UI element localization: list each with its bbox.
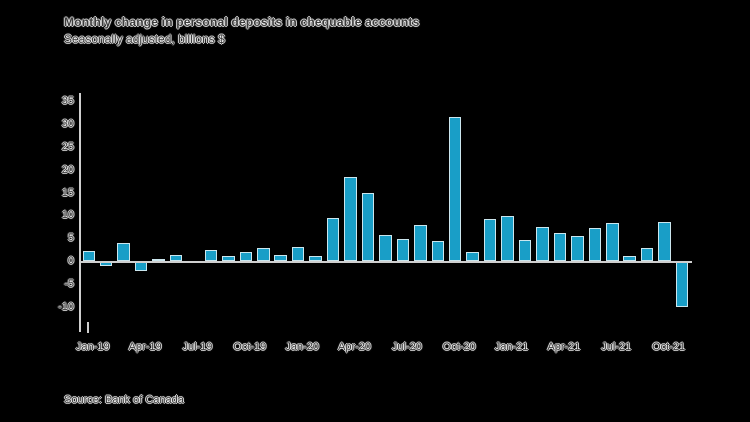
y-tick-label-0: 0 bbox=[67, 255, 74, 267]
bar-Sep-20 bbox=[431, 241, 444, 262]
bar-Aug-20 bbox=[414, 224, 427, 262]
bar-Mar-20 bbox=[326, 217, 340, 262]
bar-May-20 bbox=[361, 193, 375, 262]
x-tick-label-Apr-19: Apr-19 bbox=[128, 341, 162, 353]
zero-baseline bbox=[79, 261, 692, 263]
y-tick-label--10: -10 bbox=[58, 300, 74, 313]
bar-Nov-19 bbox=[257, 247, 270, 262]
bar-Jan-21 bbox=[501, 216, 514, 262]
bar-Jul-21 bbox=[606, 222, 619, 262]
bar-Dec-20 bbox=[483, 219, 497, 262]
x-tick-label-Jan-19: Jan-19 bbox=[75, 341, 110, 353]
y-tick-label-25: 25 bbox=[61, 140, 74, 153]
y-tick-label-30: 30 bbox=[61, 118, 74, 131]
y-tick-label-15: 15 bbox=[61, 186, 74, 199]
bar-May-21 bbox=[571, 235, 584, 262]
bar-Sep-21 bbox=[640, 247, 654, 262]
x-tick-label-Jul-21: Jul-21 bbox=[601, 341, 632, 353]
chart-title: Monthly change in personal deposits in c… bbox=[64, 15, 420, 29]
bar-Jul-20 bbox=[396, 239, 410, 262]
x-tick-label-Oct-19: Oct-19 bbox=[233, 341, 267, 353]
bar-Oct-20 bbox=[448, 116, 462, 262]
x-tick-label-Jul-19: Jul-19 bbox=[182, 341, 213, 353]
bar-May-19 bbox=[152, 259, 165, 262]
x-tick-label-Jul-20: Jul-20 bbox=[391, 341, 422, 353]
bar-Aug-21 bbox=[623, 256, 636, 262]
bar-Apr-20 bbox=[344, 177, 357, 262]
bar-Oct-21 bbox=[658, 221, 671, 262]
x-tick-label-Jan-21: Jan-21 bbox=[494, 341, 529, 353]
bar-Jun-19 bbox=[169, 254, 183, 262]
x-axis-tick bbox=[87, 322, 89, 333]
bar-Jun-21 bbox=[588, 227, 602, 262]
bar-Mar-19 bbox=[117, 243, 130, 262]
bar-Feb-21 bbox=[518, 240, 532, 262]
x-tick-label-Apr-20: Apr-20 bbox=[337, 341, 372, 353]
x-tick-label-Jan-20: Jan-20 bbox=[285, 341, 319, 353]
bar-Nov-21 bbox=[675, 261, 689, 308]
bar-Aug-19 bbox=[204, 250, 218, 262]
y-tick-label-5: 5 bbox=[67, 232, 74, 245]
y-axis-line bbox=[79, 93, 81, 332]
y-tick-label-35: 35 bbox=[61, 95, 74, 108]
bar-Feb-20 bbox=[309, 256, 322, 262]
y-tick-label-10: 10 bbox=[61, 209, 74, 222]
y-tick-label--5: -5 bbox=[64, 277, 74, 290]
bar-Dec-19 bbox=[274, 254, 287, 262]
y-tick-label-20: 20 bbox=[61, 163, 74, 176]
bar-Jun-20 bbox=[379, 235, 392, 262]
bar-Jan-19 bbox=[82, 250, 95, 262]
x-tick-label-Oct-20: Oct-20 bbox=[442, 341, 476, 353]
bar-Mar-21 bbox=[536, 226, 549, 262]
bar-Apr-21 bbox=[553, 233, 567, 262]
bar-Sep-19 bbox=[222, 255, 235, 262]
bar-Jan-20 bbox=[291, 247, 305, 262]
x-tick-label-Apr-21: Apr-21 bbox=[547, 341, 581, 353]
x-tick-label-Oct-21: Oct-21 bbox=[652, 341, 686, 353]
chart-subtitle: Seasonally adjusted, billions $ bbox=[64, 32, 225, 46]
source-note: Source: Bank of Canada bbox=[64, 394, 184, 406]
